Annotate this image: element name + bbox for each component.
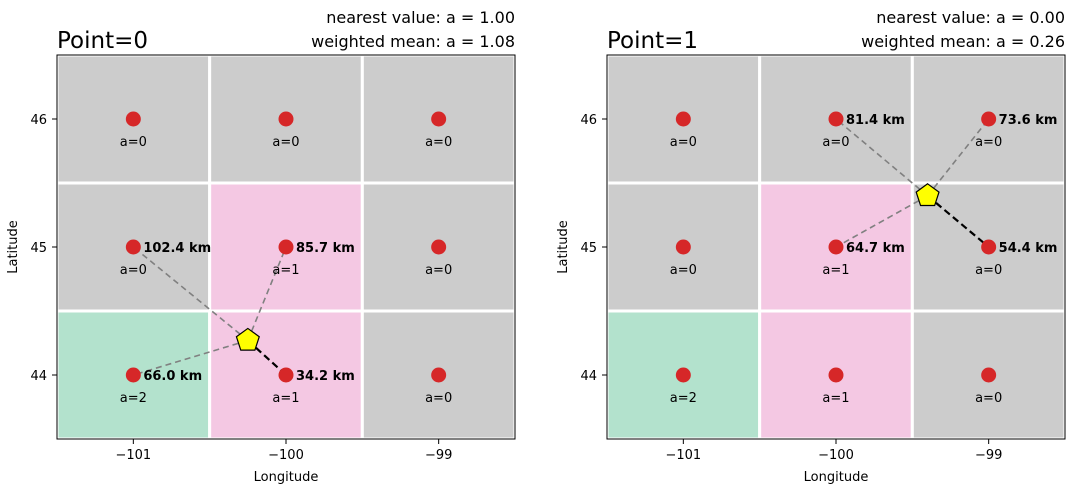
grid-point-marker	[278, 239, 294, 255]
distance-label: 54.4 km	[999, 241, 1058, 256]
x-tick-label: −101	[115, 448, 151, 463]
y-axis-label: Latitude	[556, 220, 571, 274]
x-axis-label: Longitude	[804, 470, 869, 485]
grid-point-value-label: a=0	[975, 263, 1002, 278]
grid-point-marker	[278, 367, 294, 383]
y-tick-label: 46	[30, 113, 47, 128]
grid-point-marker	[675, 239, 691, 255]
grid-point-value-label: a=0	[120, 135, 147, 150]
grid-point-value-label: a=0	[272, 135, 299, 150]
grid-point-marker	[675, 111, 691, 127]
grid-point-marker	[278, 111, 294, 127]
grid-point-value-label: a=2	[120, 391, 147, 406]
y-axis-label: Latitude	[6, 220, 21, 274]
grid-point-value-label: a=0	[425, 263, 452, 278]
y-tick-label: 44	[30, 369, 47, 384]
distance-label: 81.4 km	[846, 113, 905, 128]
nearest-neighbor-line	[926, 194, 990, 248]
weighted-mean-annotation: weighted mean: a = 0.26	[861, 32, 1065, 51]
nearest-value-annotation: nearest value: a = 0.00	[876, 8, 1065, 27]
grid-point-marker	[981, 367, 997, 383]
panel-title: Point=1	[607, 28, 698, 54]
grid-point-marker	[675, 367, 691, 383]
distance-label: 34.2 km	[296, 369, 355, 384]
x-tick-label: −101	[665, 448, 701, 463]
distance-label: 73.6 km	[999, 113, 1058, 128]
neighbor-line	[835, 195, 928, 248]
grid-point-value-label: a=0	[425, 391, 452, 406]
y-tick-label: 45	[30, 241, 47, 256]
grid-point-marker	[828, 239, 844, 255]
panel-1: a=0 a=0 a=0 a=0 a=1 a=0 a=2 a=1 a=0 81.4 km 73.6 k…	[556, 8, 1067, 485]
grid-point-value-label: a=1	[822, 263, 849, 278]
grid-point-value-label: a=0	[670, 135, 697, 150]
grid-point-value-label: a=1	[272, 263, 299, 278]
grid-cell	[208, 309, 364, 441]
grid-point-marker	[125, 367, 141, 383]
grid-point-value-label: a=0	[822, 135, 849, 150]
x-tick-label: −99	[425, 448, 452, 463]
x-tick-label: −100	[268, 448, 304, 463]
neighbor-line	[926, 118, 990, 197]
grid-point-marker	[981, 111, 997, 127]
neighbor-line	[247, 246, 287, 341]
grid-point-marker	[431, 367, 447, 383]
distance-label: 64.7 km	[846, 241, 905, 256]
panel-0: a=0 a=0 a=0 a=0 a=1 a=0 a=2 a=1 a=0 102.4 km 85.7 …	[6, 8, 517, 485]
grid-point-value-label: a=0	[670, 263, 697, 278]
grid-point-value-label: a=0	[975, 135, 1002, 150]
distance-label: 102.4 km	[143, 241, 211, 256]
nearest-neighbor-line	[247, 339, 287, 376]
grid-point-value-label: a=0	[975, 391, 1002, 406]
nearest-value-annotation: nearest value: a = 1.00	[326, 8, 515, 27]
neighbor-line	[132, 246, 249, 342]
panel-title: Point=0	[57, 28, 148, 54]
grid-point-marker	[828, 111, 844, 127]
grid-point-value-label: a=0	[425, 135, 452, 150]
grid-point-value-label: a=1	[272, 391, 299, 406]
y-tick-label: 45	[580, 241, 597, 256]
target-point-marker	[915, 183, 940, 207]
y-tick-label: 46	[580, 113, 597, 128]
grid-point-marker	[981, 239, 997, 255]
grid-point-value-label: a=0	[120, 263, 147, 278]
distance-label: 66.0 km	[143, 369, 202, 384]
grid-point-marker	[828, 367, 844, 383]
weighted-mean-annotation: weighted mean: a = 1.08	[311, 32, 515, 51]
grid-point-marker	[125, 239, 141, 255]
x-tick-label: −99	[975, 448, 1002, 463]
grid-point-marker	[431, 239, 447, 255]
y-tick-label: 44	[580, 369, 597, 384]
x-tick-label: −100	[818, 448, 854, 463]
grid-point-marker	[125, 111, 141, 127]
grid-point-marker	[431, 111, 447, 127]
target-point-marker	[235, 327, 260, 351]
grid-point-value-label: a=1	[822, 391, 849, 406]
x-axis-label: Longitude	[254, 470, 319, 485]
grid-point-value-label: a=2	[670, 391, 697, 406]
distance-label: 85.7 km	[296, 241, 355, 256]
